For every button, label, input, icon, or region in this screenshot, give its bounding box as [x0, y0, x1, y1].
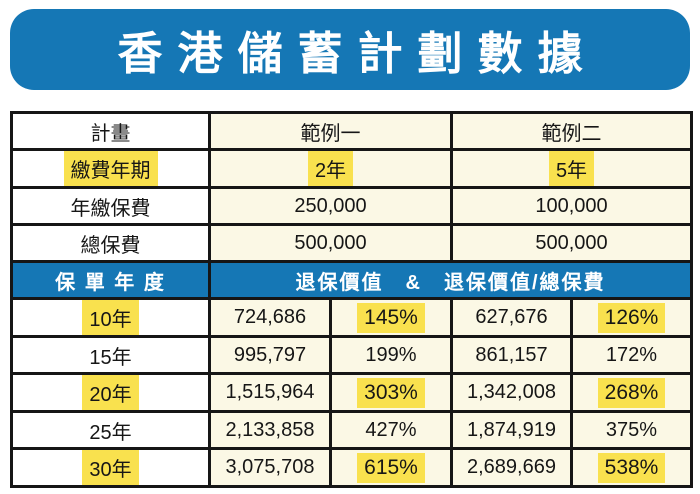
page-title: 香港儲蓄計劃數據	[117, 28, 598, 79]
table-row-year10: 10年 724,686 145% 627,676 126%	[10, 297, 693, 338]
plan-header-row: 計畫 範例一 範例二	[10, 111, 693, 151]
highlight: 繳費年期	[63, 151, 158, 186]
highlight: 30年	[82, 450, 139, 485]
total-premium-label: 總保費	[10, 223, 211, 263]
payment-term-label: 繳費年期	[10, 148, 211, 189]
payment-term-example1: 2年	[208, 148, 453, 189]
plan-header-example2: 範例二	[450, 111, 693, 151]
highlight: 126%	[597, 302, 666, 333]
table-row-year25: 25年 2,133,858 427% 1,874,919 375%	[10, 410, 693, 450]
table-row-year20: 20年 1,515,964 303% 1,342,008 268%	[10, 372, 693, 413]
pct2-cell: 172%	[570, 335, 693, 375]
pct2-cell: 126%	[570, 297, 693, 338]
pct2-cell: 268%	[570, 372, 693, 413]
table-row-year15: 15年 995,797 199% 861,157 172%	[10, 335, 693, 375]
pct1-cell: 427%	[329, 410, 453, 450]
value1-cell: 3,075,708	[208, 447, 332, 488]
highlight: 20年	[82, 375, 139, 410]
pct1-cell: 199%	[329, 335, 453, 375]
value2-cell: 627,676	[450, 297, 573, 338]
highlight: 5年	[548, 151, 595, 186]
value2-cell: 1,342,008	[450, 372, 573, 413]
highlight: 2年	[307, 151, 354, 186]
annual-premium-row: 年繳保費 250,000 100,000	[10, 186, 693, 226]
value1-cell: 1,515,964	[208, 372, 332, 413]
section-header-row: 保 單 年 度 退保價值 & 退保價值/總保費	[10, 260, 693, 300]
policy-year-header: 保 單 年 度	[10, 260, 211, 300]
highlight: 538%	[597, 452, 666, 483]
pct1-cell: 303%	[329, 372, 453, 413]
pct1-cell: 145%	[329, 297, 453, 338]
highlight: 303%	[357, 377, 425, 408]
table-row-year30: 30年 3,075,708 615% 2,689,669 538%	[10, 447, 693, 488]
payment-term-row: 繳費年期 2年 5年	[10, 148, 693, 189]
year-cell: 25年	[10, 410, 211, 450]
year-cell: 20年	[10, 372, 211, 413]
title-banner: 香港儲蓄計劃數據	[10, 9, 690, 90]
value1-cell: 724,686	[208, 297, 332, 338]
payment-term-example2: 5年	[450, 148, 693, 189]
highlight: 268%	[597, 377, 666, 408]
year-cell: 15年	[10, 335, 211, 375]
total-premium-example1: 500,000	[208, 223, 453, 263]
annual-premium-example2: 100,000	[450, 186, 693, 226]
annual-premium-example1: 250,000	[208, 186, 453, 226]
year-cell: 10年	[10, 297, 211, 338]
total-premium-row: 總保費 500,000 500,000	[10, 223, 693, 263]
value2-cell: 1,874,919	[450, 410, 573, 450]
savings-plan-table: 計畫 範例一 範例二 繳費年期 2年 5年 年繳保費 250,000 100,0…	[10, 111, 693, 488]
surrender-value-header: 退保價值 & 退保價值/總保費	[208, 260, 693, 300]
highlight: 10年	[82, 300, 139, 335]
plan-header-label: 計畫	[10, 111, 211, 151]
value1-cell: 995,797	[208, 335, 332, 375]
pct1-cell: 615%	[329, 447, 453, 488]
annual-premium-label: 年繳保費	[10, 186, 211, 226]
highlight: 615%	[357, 452, 425, 483]
pct2-cell: 538%	[570, 447, 693, 488]
year-cell: 30年	[10, 447, 211, 488]
total-premium-example2: 500,000	[450, 223, 693, 263]
value2-cell: 861,157	[450, 335, 573, 375]
value2-cell: 2,689,669	[450, 447, 573, 488]
plan-header-example1: 範例一	[208, 111, 453, 151]
value1-cell: 2,133,858	[208, 410, 332, 450]
highlight: 145%	[357, 302, 425, 333]
pct2-cell: 375%	[570, 410, 693, 450]
